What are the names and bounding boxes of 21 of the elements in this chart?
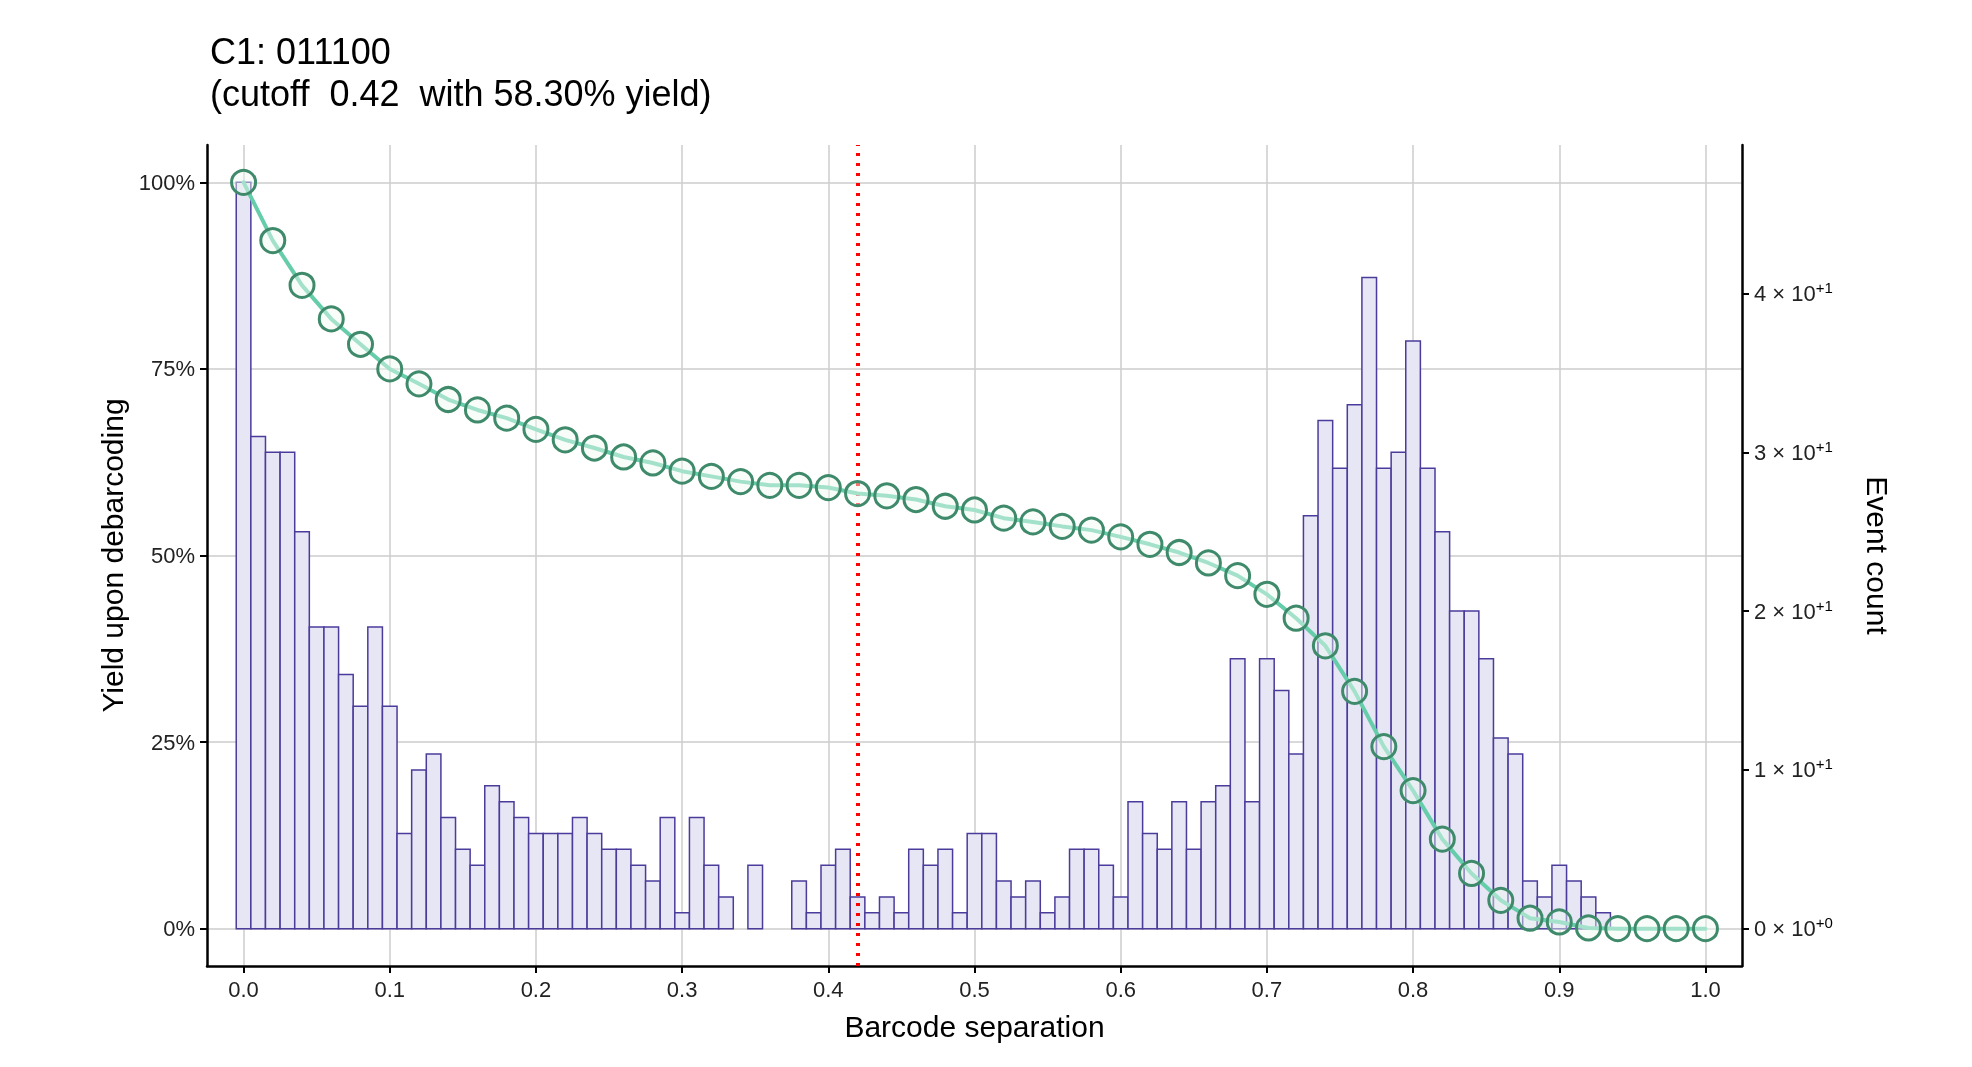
- y-tick-label: 25%: [150, 729, 195, 755]
- y2-axis-title: Event count: [1860, 476, 1894, 636]
- y-axis-title: Yield upon debarcoding: [95, 398, 129, 713]
- x-tick-label: 0.9: [1543, 976, 1575, 1002]
- x-tick-label: 0.5: [959, 976, 990, 1002]
- y-tick-label: 75%: [150, 356, 195, 382]
- x-tick-label: 0.0: [228, 976, 259, 1002]
- x-tick-label: 0.6: [1105, 976, 1136, 1002]
- x-tick-label: 0.3: [666, 976, 698, 1002]
- y-tick-label: 50%: [150, 543, 195, 568]
- y-tick-label: 0%: [163, 916, 195, 942]
- x-tick-label: 1.0: [1690, 976, 1721, 1002]
- y-tick-label: 100%: [138, 169, 195, 195]
- x-axis-title: Barcode separation: [844, 1009, 1105, 1043]
- x-tick-label: 0.7: [1251, 976, 1283, 1002]
- chart-subtitle: (cutoff 0.42 with 58.30% yield): [210, 72, 712, 114]
- x-tick-label: 0.2: [520, 976, 552, 1002]
- x-tick-label: 0.8: [1397, 976, 1429, 1002]
- x-tick-label: 0.4: [813, 976, 844, 1002]
- chart-title: C1: 011100: [210, 30, 391, 72]
- x-tick-label: 0.1: [374, 976, 406, 1002]
